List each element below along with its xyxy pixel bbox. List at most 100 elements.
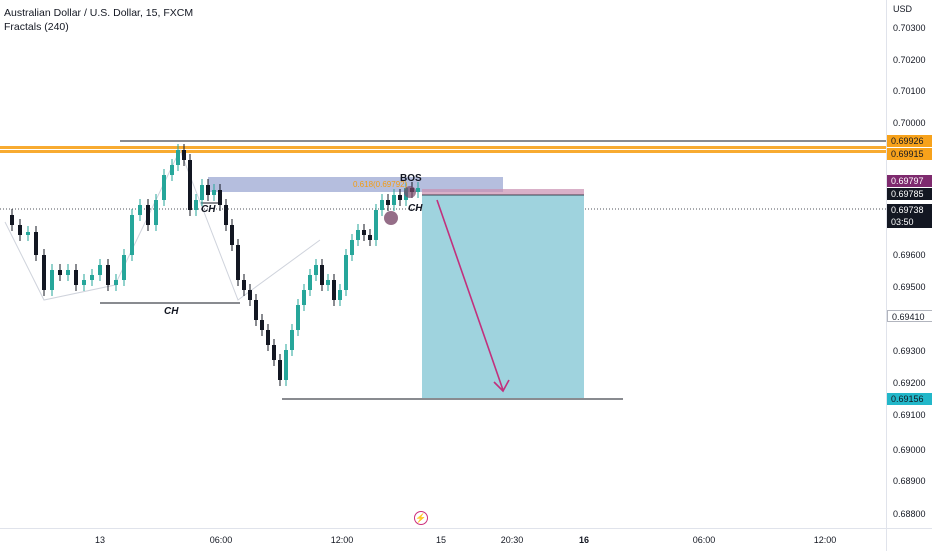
price-tick: 0.69000 bbox=[893, 445, 926, 455]
lightning-icon[interactable]: ⚡ bbox=[414, 511, 428, 525]
time-tick: 15 bbox=[435, 535, 447, 545]
currency-label: USD bbox=[893, 4, 913, 14]
candle-body bbox=[326, 280, 330, 285]
price-tick: 0.70100 bbox=[893, 86, 926, 96]
candle-body bbox=[272, 345, 276, 360]
marker-circle-2 bbox=[404, 186, 416, 198]
candle-body bbox=[200, 185, 204, 200]
price-tick: 0.69500 bbox=[893, 282, 926, 292]
candle-body bbox=[34, 232, 38, 255]
candle-body bbox=[188, 160, 192, 210]
candle-body bbox=[26, 232, 30, 235]
price-tick: 0.69600 bbox=[893, 250, 926, 260]
candle-body bbox=[296, 305, 300, 330]
candle-body bbox=[374, 210, 378, 240]
candle-body bbox=[248, 290, 252, 300]
candle-body bbox=[386, 200, 390, 205]
fib-label: 0.618(0.69792) bbox=[353, 180, 408, 189]
candle-body bbox=[368, 235, 372, 240]
level-lower-tag: 0.69915 bbox=[887, 148, 932, 160]
time-tick: 06:00 bbox=[692, 535, 716, 545]
symbol-title[interactable]: Australian Dollar / U.S. Dollar, 15, FXC… bbox=[4, 7, 194, 19]
target-tag: 0.69156 bbox=[887, 393, 932, 405]
supply-zone bbox=[208, 177, 503, 192]
price-tick: 0.69300 bbox=[893, 346, 926, 356]
candle-body bbox=[18, 225, 22, 235]
candle-body bbox=[122, 255, 126, 280]
candle-body bbox=[380, 200, 384, 210]
candle-body bbox=[42, 255, 46, 290]
candle-body bbox=[290, 330, 294, 350]
target-zone bbox=[422, 195, 584, 398]
candle-body bbox=[194, 200, 198, 210]
candle-body bbox=[236, 245, 240, 280]
candle-body bbox=[356, 230, 360, 240]
candle-body bbox=[320, 265, 324, 285]
candle-body bbox=[176, 150, 180, 165]
candle-body bbox=[162, 175, 166, 200]
indicator-title[interactable]: Fractals (240) bbox=[4, 21, 69, 33]
candle-body bbox=[266, 330, 270, 345]
price-tick: 0.70000 bbox=[893, 118, 926, 128]
candle-body bbox=[74, 270, 78, 285]
candle-body bbox=[218, 190, 222, 205]
candle-body bbox=[362, 230, 366, 235]
price-tick: 0.68900 bbox=[893, 476, 926, 486]
price-tick: 0.70300 bbox=[893, 23, 926, 33]
last-price-tag: 0.69738 bbox=[887, 204, 932, 216]
time-tick: 12:00 bbox=[813, 535, 837, 545]
candle-body bbox=[106, 265, 110, 285]
candle-body bbox=[230, 225, 234, 245]
projection-arrow-head bbox=[493, 379, 510, 393]
candle-body bbox=[138, 205, 142, 215]
candle-body bbox=[260, 320, 264, 330]
candle-body bbox=[10, 215, 14, 225]
candles-group bbox=[10, 144, 420, 386]
candle-body bbox=[98, 265, 102, 275]
candle-body bbox=[302, 290, 306, 305]
stop-tag: 0.69797 bbox=[887, 175, 932, 187]
time-tick: 13 bbox=[94, 535, 106, 545]
candle-body bbox=[182, 150, 186, 160]
candle-body bbox=[82, 280, 86, 285]
ch-label-mid: CH bbox=[201, 204, 216, 215]
candle-body bbox=[154, 200, 158, 225]
chart-legend: Australian Dollar / U.S. Dollar, 15, FXC… bbox=[4, 6, 193, 34]
price-chart-svg[interactable] bbox=[0, 0, 886, 528]
candle-body bbox=[50, 270, 54, 290]
projection-arrow bbox=[436, 199, 504, 391]
entry-tag: 0.69785 bbox=[887, 188, 932, 200]
price-axis[interactable]: USD 0.70300 0.70200 0.70100 0.70000 0.69… bbox=[886, 0, 932, 528]
candle-body bbox=[314, 265, 318, 275]
candle-body bbox=[130, 215, 134, 255]
candle-body bbox=[284, 350, 288, 380]
candle-body bbox=[338, 290, 342, 300]
price-tick: 0.70200 bbox=[893, 55, 926, 65]
candle-body bbox=[146, 205, 150, 225]
countdown-tag: 03:50 bbox=[887, 216, 932, 228]
crosshair-tag: 0.69410 bbox=[887, 310, 932, 322]
time-tick: 06:00 bbox=[209, 535, 233, 545]
candle-body bbox=[114, 280, 118, 285]
axis-corner bbox=[886, 528, 932, 551]
time-axis[interactable]: 13 06:00 12:00 15 20:30 16 06:00 12:00 bbox=[0, 528, 886, 551]
price-tick: 0.69100 bbox=[893, 410, 926, 420]
marker-circle bbox=[384, 211, 398, 225]
candle-body bbox=[58, 270, 62, 275]
candle-body bbox=[278, 360, 282, 380]
candle-body bbox=[206, 185, 210, 195]
candle-body bbox=[392, 195, 396, 205]
time-tick: 16 bbox=[578, 535, 590, 545]
candle-body bbox=[332, 280, 336, 300]
chart-area[interactable]: Australian Dollar / U.S. Dollar, 15, FXC… bbox=[0, 0, 886, 528]
price-tick: 0.68800 bbox=[893, 509, 926, 519]
candle-body bbox=[398, 195, 402, 200]
time-tick: 20:30 bbox=[500, 535, 524, 545]
stop-zone bbox=[422, 189, 584, 195]
candle-body bbox=[170, 165, 174, 175]
candle-body bbox=[308, 275, 312, 290]
time-tick: 12:00 bbox=[330, 535, 354, 545]
bos-label: BOS bbox=[400, 173, 422, 184]
candle-body bbox=[66, 270, 70, 275]
ch-label-left: CH bbox=[164, 306, 179, 317]
